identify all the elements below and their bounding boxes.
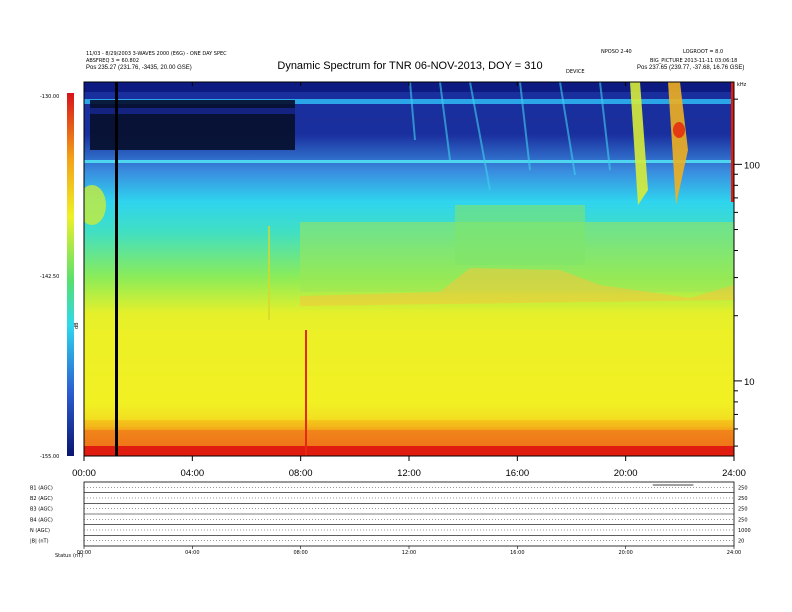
low-block-band	[90, 108, 295, 114]
sub-panel-right-label: 1000	[738, 528, 751, 534]
low-intensity-block	[90, 100, 295, 150]
y-tick-label: 100	[744, 160, 760, 171]
sub-footer-label: Status	[55, 553, 71, 559]
dark-stripe	[84, 118, 734, 121]
fiber-lines	[409, 82, 611, 191]
x-tick-label: 16:00	[505, 468, 529, 479]
header-right-line-2: Pos 237.65 (239.77, -37.68, 16.76 GSE)	[637, 65, 744, 71]
sub-panel-right-label: 250	[738, 485, 748, 491]
header-right-top-2: LOGROOT = 8.0	[683, 49, 723, 55]
sub-panel-right-label: 250	[738, 496, 748, 502]
enhanced-bump	[455, 205, 585, 265]
left-edge-blob	[84, 185, 106, 225]
x-tick-label: 20:00	[614, 468, 638, 479]
spectrogram	[84, 82, 734, 456]
right-frequency-axis: 100 10	[734, 98, 760, 447]
lower-red-band	[84, 446, 734, 456]
x-tick-label: 12:00	[397, 468, 421, 479]
header-left-line-2: ABSFREQ 3 = 60.802	[86, 58, 139, 64]
sub-x-tick-label: 00:00	[77, 550, 91, 556]
x-tick-label: 04:00	[180, 468, 204, 479]
sub-panel-label: B3 (AGC)	[30, 507, 53, 513]
burst-2-core	[673, 122, 685, 138]
sub-x-tick-label: 04:00	[185, 550, 199, 556]
sub-x-tick-label: 12:00	[402, 550, 416, 556]
sub-panel-right-label: 250	[738, 507, 748, 513]
yellow-region	[84, 330, 734, 420]
sub-panel-right-label: 20	[738, 539, 744, 545]
sub-x-tick-label: 20:00	[618, 550, 632, 556]
cyan-stripe-2	[84, 160, 734, 163]
top-dark-band	[84, 82, 734, 92]
sub-footer-unit: (nT)	[73, 553, 83, 559]
sub-x-tick-label: 08:00	[293, 550, 307, 556]
sub-panel-label: B1 (AGC)	[30, 485, 53, 491]
housekeeping-panels: B1 (AGC) 250 B2 (AGC) 250 B3 (AGC) 250 B4 (AGC…	[30, 481, 751, 559]
sub-panel-label: |B| (nT)	[30, 539, 49, 545]
colorbar-label-mid: -142.50	[40, 274, 59, 280]
right-red-edge	[731, 82, 734, 202]
sub-x-tick-label: 24:00	[727, 550, 741, 556]
colorbar-axis-label: dB	[74, 322, 80, 329]
cyan-stripe-1	[84, 99, 734, 104]
y-tick-label: 10	[744, 377, 755, 388]
colorbar	[67, 93, 74, 456]
x-tick-label: 00:00	[72, 468, 96, 479]
sub-x-tick-label: 16:00	[510, 550, 524, 556]
right-axis-unit: kHz	[737, 82, 747, 88]
burst-2	[668, 82, 688, 205]
burst-1	[630, 82, 648, 205]
sub-panel-right-label: 250	[738, 517, 748, 523]
colorbar-label-bottom: -155.00	[40, 454, 59, 460]
header-left-line-1: 11/03 - 8/29/2003 3-WAVES 2000 (E6G) - O…	[86, 51, 227, 57]
header-center-small: DEVICE	[566, 69, 585, 75]
x-tick-label: 08:00	[289, 468, 313, 479]
orange-ridge	[300, 268, 734, 306]
colorbar-label-top: -130.00	[40, 94, 59, 100]
header-right-line-1: BIG_PICTURE 2013-11-11 03:06:18	[650, 58, 737, 64]
sub-panel-label: N (AGC)	[30, 528, 50, 534]
time-axis: 00:00 04:00 08:00 12:00 16:00 20:00 24:00	[72, 82, 746, 479]
sub-panel-label: B2 (AGC)	[30, 496, 53, 502]
header-right-top-1: NPOSO 2-40	[601, 49, 632, 55]
header-left-line-3: Pos 235.27 (231.76, -3435, 20.00 GSE)	[86, 65, 192, 71]
chart-title: Dynamic Spectrum for TNR 06-NOV-2013, DO…	[277, 60, 542, 72]
sub-panel-label: B4 (AGC)	[30, 517, 53, 523]
x-tick-label: 24:00	[722, 468, 746, 479]
